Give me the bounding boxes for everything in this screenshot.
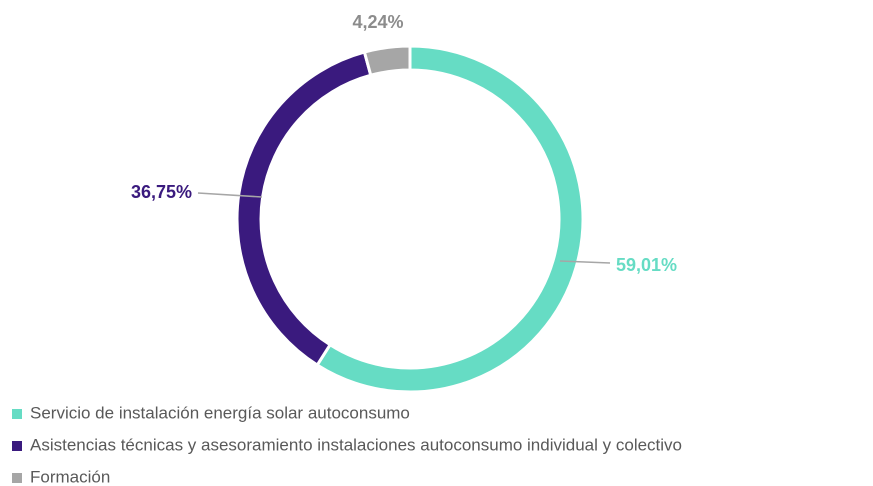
- value-label: 4,24%: [352, 12, 403, 32]
- donut-slice: [362, 44, 412, 78]
- legend-swatch: [12, 473, 22, 483]
- donut-slice: [235, 50, 373, 368]
- legend-label: Asistencias técnicas y asesoramiento ins…: [30, 435, 682, 454]
- legend-swatch: [12, 409, 22, 419]
- legend-label: Formación: [30, 467, 110, 486]
- legend-swatch: [12, 441, 22, 451]
- legend-label: Servicio de instalación energía solar au…: [30, 403, 410, 422]
- value-label: 59,01%: [616, 255, 677, 275]
- value-label: 36,75%: [131, 182, 192, 202]
- leader-line: [197, 192, 263, 198]
- leader-line: [559, 260, 611, 264]
- donut-slice: [315, 44, 585, 394]
